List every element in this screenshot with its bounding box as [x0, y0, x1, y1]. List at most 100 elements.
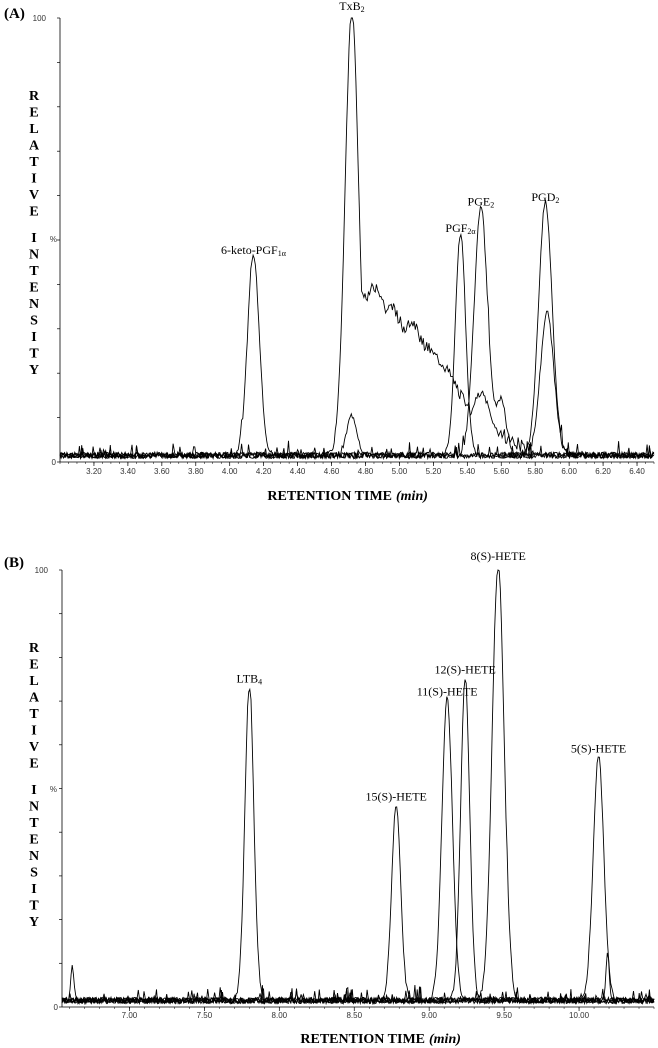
chromatogram-trace	[59, 232, 655, 461]
chromatogram-trace	[61, 806, 655, 1006]
chromatogram-trace	[59, 199, 655, 461]
x-tick-label: 7.00	[122, 1011, 138, 1020]
x-tick-label: 9.00	[421, 1011, 437, 1020]
x-tick-label: 3.40	[120, 467, 136, 476]
x-tick-label: 8.50	[346, 1011, 362, 1020]
chromatogram-trace	[59, 253, 655, 461]
y-axis-title-letter: S	[30, 865, 38, 880]
y-axis-title-letter: T	[29, 155, 39, 170]
peak-label: LTB4	[237, 671, 263, 686]
y-axis-title-letter: E	[29, 205, 38, 220]
y-axis-title-letter: L	[29, 674, 38, 689]
chromatogram-trace	[61, 696, 655, 1006]
y-axis-title-letter: I	[31, 172, 36, 187]
panel-b-axes	[59, 569, 654, 1008]
y-axis-title-letter: A	[29, 139, 40, 154]
y-axis-title-letter: N	[29, 247, 39, 262]
y-axis-title-letter: E	[29, 832, 38, 847]
y-axis-title-letter: I	[31, 882, 36, 897]
peak-label: 15(S)-HETE	[366, 789, 427, 803]
panel-b-peak-labels: LTB4 15(S)-HETE 11(S)-HETE 12(S)-HETE 8(S)-H…	[237, 549, 627, 803]
y-axis-title-letter: V	[29, 188, 39, 203]
panel-b-traces	[61, 569, 655, 1006]
y-axis-title-letter: N	[29, 799, 39, 814]
panel-a-peak-labels: 6-keto-PGF1α TxB2 PGF2α PGE2 PGD2	[221, 0, 559, 258]
panel-a-x-axis-title: RETENTION TIME	[267, 489, 392, 504]
y-axis-title-letter: E	[29, 757, 38, 772]
y-axis-title-letter: T	[29, 707, 39, 722]
peak-label: TxB2	[339, 0, 364, 14]
x-tick-label: 5.80	[527, 467, 543, 476]
y-axis-title-letter: A	[29, 691, 40, 706]
chromatogram-trace	[61, 687, 655, 1006]
x-tick-label: 6.20	[595, 467, 611, 476]
y-axis-title-letter: E	[29, 658, 38, 673]
x-tick-label: 3.80	[188, 467, 204, 476]
x-tick-label: 3.60	[154, 467, 170, 476]
panel-a-x-axis-unit: (min)	[396, 489, 428, 504]
x-tick-label: 5.20	[426, 467, 442, 476]
y-axis-title-letter: Y	[29, 915, 39, 930]
panel-b-y-mid-tick: %	[50, 785, 57, 794]
panel-b-x-axis-title: RETENTION TIME	[300, 1032, 425, 1047]
x-tick-label: 6.00	[561, 467, 577, 476]
peak-label: 8(S)-HETE	[470, 549, 525, 563]
x-tick-label: 4.00	[222, 467, 238, 476]
x-tick-label: 5.40	[460, 467, 476, 476]
x-tick-label: 5.00	[392, 467, 408, 476]
chromatogram-trace	[61, 569, 655, 1005]
x-tick-label: 4.80	[358, 467, 374, 476]
y-axis-title-letter: Y	[29, 363, 39, 378]
panel-a-traces	[59, 17, 655, 461]
panel-b-y-top-tick: 100	[35, 566, 49, 575]
panel-b-x-axis-unit: (min)	[429, 1032, 461, 1047]
panel-a-y-mid-tick: %	[50, 235, 57, 244]
y-axis-title-letter: I	[31, 330, 36, 345]
chromatogram-trace	[59, 205, 655, 461]
peak-label: 12(S)-HETE	[434, 663, 495, 677]
x-tick-label: 6.40	[629, 467, 645, 476]
y-axis-title-letter: N	[29, 849, 39, 864]
y-axis-title-letter: I	[31, 231, 36, 246]
chromatogram-trace	[61, 679, 655, 1006]
x-tick-label: 9.50	[496, 1011, 512, 1020]
panel-b-y-zero-tick: 0	[54, 1003, 59, 1012]
x-tick-label: 4.60	[324, 467, 340, 476]
panel-a-label: (A)	[4, 6, 25, 22]
y-axis-title-letter: R	[29, 641, 40, 656]
peak-label: PGF2α	[445, 221, 476, 236]
y-axis-title-letter: R	[29, 89, 40, 104]
x-tick-label: 4.40	[290, 467, 306, 476]
panel-a-axes	[57, 17, 654, 463]
y-axis-title-letter: T	[29, 816, 39, 831]
peak-label: 6-keto-PGF1α	[221, 243, 287, 258]
peak-label: PGD2	[531, 190, 559, 205]
panel-b-label: (B)	[4, 555, 24, 571]
chromatogram-trace	[59, 17, 655, 461]
panel-a-y-zero-tick: 0	[52, 458, 57, 467]
x-tick-label: 4.20	[256, 467, 272, 476]
y-axis-title-letter: L	[29, 122, 38, 137]
x-tick-label: 5.60	[493, 467, 509, 476]
x-tick-label: 3.20	[86, 467, 102, 476]
y-axis-title-letter: I	[31, 724, 36, 739]
y-axis-title-letter: I	[31, 783, 36, 798]
panel-a-x-ticks: 3.20 3.40 3.60 3.80 4.00 4.20 4.40 4.60 4.80 5.00…	[59, 462, 655, 476]
panel-a-y-top-tick: 100	[33, 14, 47, 23]
chromatogram-trace	[61, 756, 655, 1006]
x-tick-label: 7.50	[197, 1011, 213, 1020]
peak-label: 5(S)-HETE	[571, 741, 626, 755]
y-axis-title-letter: T	[29, 898, 39, 913]
y-axis-title-letter: T	[29, 346, 39, 361]
x-tick-label: 10.00	[569, 1011, 590, 1020]
x-tick-label: 8.00	[272, 1011, 288, 1020]
y-axis-title-letter: S	[30, 313, 38, 328]
y-axis-title-letter: T	[29, 264, 39, 279]
peak-label: 11(S)-HETE	[417, 684, 478, 698]
y-axis-title-letter: E	[29, 280, 38, 295]
